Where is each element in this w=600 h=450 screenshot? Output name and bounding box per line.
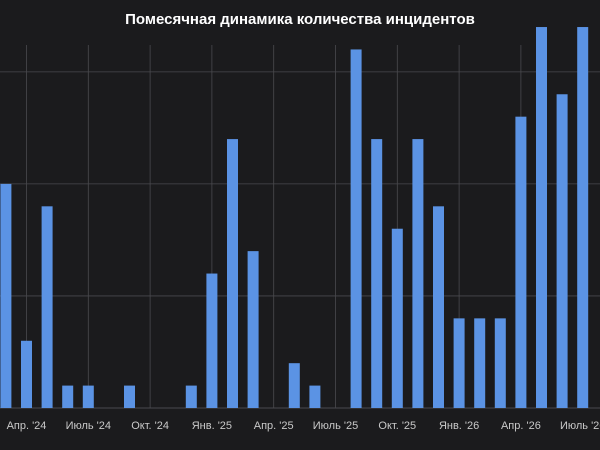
chart-title: Помесячная динамика количества инциденто… <box>125 11 475 28</box>
bar <box>412 139 424 408</box>
x-tick-label: Окт. '25 <box>378 420 416 432</box>
x-tick-label: Апр. '26 <box>501 420 541 432</box>
bar <box>515 116 527 408</box>
bar <box>124 385 135 408</box>
bar-layer <box>0 27 589 409</box>
bar <box>227 139 238 408</box>
grid-layer <box>0 45 600 409</box>
bar <box>474 318 486 408</box>
bar <box>21 340 32 408</box>
bar <box>62 385 74 408</box>
x-tick-label: Окт. '24 <box>131 420 169 432</box>
bar <box>556 94 568 408</box>
bar <box>41 206 53 408</box>
x-tick-label: Июль '24 <box>66 420 111 432</box>
x-tick-label: Янв. '25 <box>192 420 232 432</box>
x-tick-label: Апр. '25 <box>254 420 294 432</box>
bar <box>185 385 197 408</box>
bar <box>433 206 444 408</box>
bar <box>0 183 12 408</box>
x-tick-label: Апр. '24 <box>7 420 47 432</box>
x-tick-label: Июль '26 <box>560 420 600 432</box>
bar <box>536 27 547 408</box>
bar <box>494 318 506 408</box>
bar <box>577 27 589 408</box>
bar <box>206 273 218 408</box>
bar <box>247 251 259 408</box>
x-axis: Апр. '24 Июль '24 Окт. '24 Янв. '25 Апр. '25… <box>7 420 600 432</box>
bar <box>371 139 383 408</box>
bar <box>391 228 403 408</box>
x-tick-label: Янв. '26 <box>439 420 479 432</box>
bar <box>309 385 321 408</box>
bar <box>288 363 300 408</box>
bar <box>453 318 465 408</box>
bar <box>350 49 362 409</box>
bar <box>82 385 94 408</box>
x-tick-label: Июль '25 <box>313 420 358 432</box>
